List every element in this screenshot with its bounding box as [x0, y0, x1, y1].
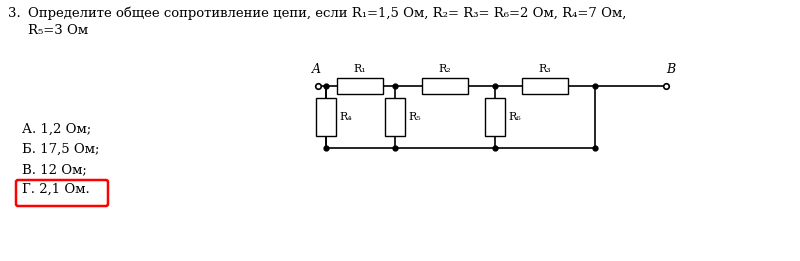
- Bar: [316, 98, 336, 136]
- Bar: [522, 78, 568, 94]
- Bar: [337, 78, 383, 94]
- Text: R₆: R₆: [508, 112, 521, 122]
- Text: R₁: R₁: [354, 64, 366, 74]
- Bar: [385, 98, 405, 136]
- Text: Г. 2,1 Ом.: Г. 2,1 Ом.: [22, 183, 90, 196]
- Text: R₂: R₂: [438, 64, 451, 74]
- Text: Определите общее сопротивление цепи, если R₁=1,5 Ом, R₂= R₃= R₆=2 Ом, R₄=7 Ом,: Определите общее сопротивление цепи, есл…: [28, 7, 626, 21]
- Text: Б. 17,5 Ом;: Б. 17,5 Ом;: [22, 143, 99, 156]
- Text: R₅=3 Ом: R₅=3 Ом: [28, 24, 88, 37]
- Text: A: A: [311, 63, 321, 76]
- Text: 3.: 3.: [8, 7, 21, 20]
- Bar: [422, 78, 468, 94]
- FancyBboxPatch shape: [16, 180, 108, 206]
- Text: R₅: R₅: [408, 112, 421, 122]
- Bar: [485, 98, 505, 136]
- Text: А. 1,2 Ом;: А. 1,2 Ом;: [22, 123, 91, 136]
- Text: R₄: R₄: [339, 112, 352, 122]
- Text: R₃: R₃: [538, 64, 551, 74]
- Text: В. 12 Ом;: В. 12 Ом;: [22, 163, 87, 176]
- Text: B: B: [666, 63, 675, 76]
